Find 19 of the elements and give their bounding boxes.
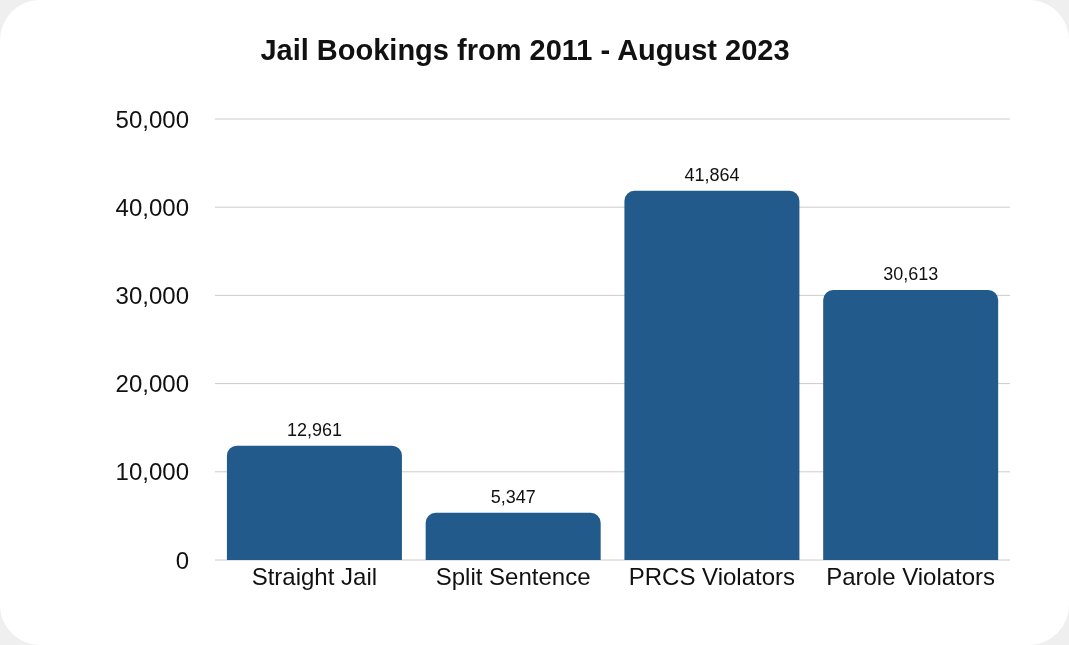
y-tick-label: 40,000 [115, 193, 189, 221]
y-tick-label: 10,000 [115, 458, 189, 486]
bar [624, 190, 800, 560]
x-tick-label: Straight Jail [251, 563, 378, 591]
chart-title: Jail Bookings from 2011 - August 2023 [259, 34, 791, 67]
x-tick-label: Split Sentence [435, 563, 591, 591]
y-tick-label: 50,000 [115, 105, 189, 133]
y-tick-label: 0 [175, 546, 189, 574]
data-label: 5,347 [490, 486, 536, 507]
bar [823, 289, 999, 560]
data-label: 30,613 [883, 263, 939, 284]
y-tick-label: 20,000 [115, 370, 189, 398]
x-tick-label: Parole Violators [826, 563, 996, 591]
bar [226, 445, 402, 560]
data-label: 12,961 [286, 419, 342, 440]
y-tick-label: 30,000 [115, 281, 189, 309]
data-label: 41,864 [684, 164, 740, 185]
bar [425, 512, 601, 560]
x-tick-label: PRCS Violators [628, 563, 796, 591]
